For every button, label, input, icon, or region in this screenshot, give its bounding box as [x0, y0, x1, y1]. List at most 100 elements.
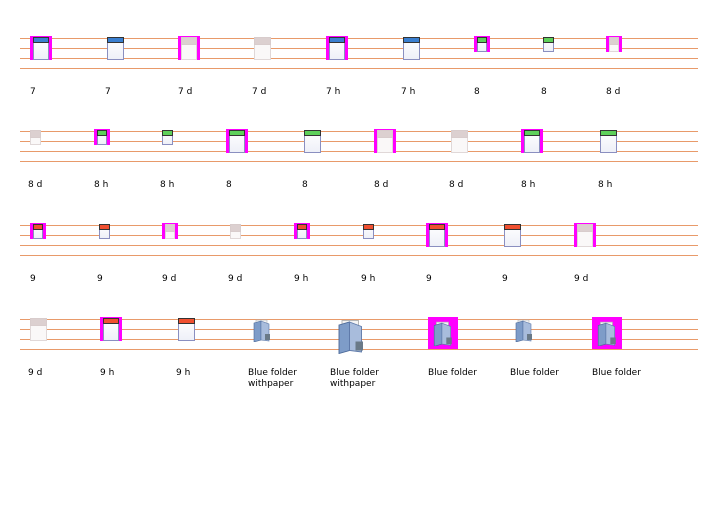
icon-label: 9 h — [176, 368, 191, 378]
document-icon — [162, 130, 173, 145]
icon-label: 9 h — [361, 274, 376, 284]
document-color-tab — [577, 224, 593, 232]
document-color-tab — [229, 130, 245, 136]
document-icon — [103, 318, 119, 341]
document-color-tab — [403, 37, 420, 43]
icon-label: 8 h — [598, 180, 613, 190]
icon-label: 8 — [541, 87, 547, 97]
icon-label: 9 — [30, 274, 36, 284]
document-color-tab — [600, 130, 617, 136]
icon-label: 7 d — [252, 87, 267, 97]
icon-label: 8 h — [94, 180, 109, 190]
document-icon — [99, 224, 110, 239]
document-icon — [178, 318, 195, 341]
document-color-tab — [524, 130, 540, 136]
blue-folder-with-paper-icon — [338, 320, 363, 354]
document-color-tab — [99, 224, 110, 230]
document-icon — [165, 224, 175, 239]
document-color-tab — [162, 130, 173, 136]
document-icon — [181, 37, 197, 60]
icon-label: 7 h — [326, 87, 341, 97]
document-icon — [504, 224, 521, 247]
blue-folder-with-paper-icon — [253, 319, 270, 342]
document-icon — [543, 37, 554, 52]
guide-line — [20, 225, 698, 226]
guide-line — [20, 319, 698, 320]
document-icon — [33, 37, 49, 60]
blue-folder-icon — [597, 321, 616, 347]
icon-label: 8 d — [606, 87, 621, 97]
document-icon — [229, 130, 245, 153]
document-icon — [297, 224, 307, 239]
document-color-tab — [30, 318, 47, 326]
icon-label: Blue folder — [592, 368, 641, 378]
blue-folder-icon — [433, 321, 452, 347]
icon-label: 7 h — [401, 87, 416, 97]
document-icon — [363, 224, 374, 239]
icon-label: 8 h — [521, 180, 536, 190]
document-color-tab — [165, 224, 175, 232]
document-icon — [97, 130, 107, 145]
document-icon — [230, 224, 241, 239]
guide-line — [20, 245, 698, 246]
document-color-tab — [181, 37, 197, 45]
guide-line — [20, 141, 698, 142]
document-color-tab — [33, 224, 43, 230]
icon-label: 9 h — [100, 368, 115, 378]
document-color-tab — [329, 37, 345, 43]
icon-label: 7 — [30, 87, 36, 97]
document-color-tab — [477, 37, 487, 43]
document-icon — [304, 130, 321, 153]
icon-label: Blue folder — [428, 368, 477, 378]
guide-line — [20, 58, 698, 59]
document-color-tab — [363, 224, 374, 230]
document-icon — [429, 224, 445, 247]
document-color-tab — [103, 318, 119, 324]
document-icon — [477, 37, 487, 52]
document-icon — [600, 130, 617, 153]
document-color-tab — [543, 37, 554, 43]
document-icon — [609, 37, 619, 52]
document-color-tab — [451, 130, 468, 138]
icon-label: 9 d — [162, 274, 177, 284]
document-color-tab — [33, 37, 49, 43]
icon-label: Blue folder — [510, 368, 559, 378]
icon-label: 9 d — [228, 274, 243, 284]
icon-label: 8 — [226, 180, 232, 190]
icon-label: 8 d — [28, 180, 43, 190]
document-color-tab — [230, 224, 241, 232]
icon-label: 8 — [302, 180, 308, 190]
guide-line — [20, 255, 698, 256]
icon-label: 9 d — [28, 368, 43, 378]
icon-label: 8 d — [449, 180, 464, 190]
icon-label: 9 d — [574, 274, 589, 284]
document-icon — [403, 37, 420, 60]
document-icon — [30, 318, 47, 341]
document-icon — [107, 37, 124, 60]
guide-line — [20, 131, 698, 132]
icon-label: 8 d — [374, 180, 389, 190]
document-color-tab — [178, 318, 195, 324]
icon-label: 9 — [426, 274, 432, 284]
guide-line — [20, 48, 698, 49]
icon-label: 9 — [502, 274, 508, 284]
guide-line — [20, 235, 698, 236]
document-icon — [329, 37, 345, 60]
document-color-tab — [30, 130, 41, 138]
guide-line — [20, 151, 698, 152]
document-color-tab — [504, 224, 521, 230]
document-icon — [451, 130, 468, 153]
document-icon — [30, 130, 41, 145]
document-color-tab — [254, 37, 271, 45]
document-color-tab — [377, 130, 393, 138]
icon-label: 9 — [97, 274, 103, 284]
document-color-tab — [609, 37, 619, 45]
document-icon — [254, 37, 271, 60]
guide-line — [20, 161, 698, 162]
document-icon — [33, 224, 43, 239]
icon-label: Blue folder withpaper — [248, 368, 297, 389]
blue-folder-icon — [515, 319, 532, 342]
icon-label: 7 d — [178, 87, 193, 97]
document-icon — [377, 130, 393, 153]
icon-label: 8 h — [160, 180, 175, 190]
